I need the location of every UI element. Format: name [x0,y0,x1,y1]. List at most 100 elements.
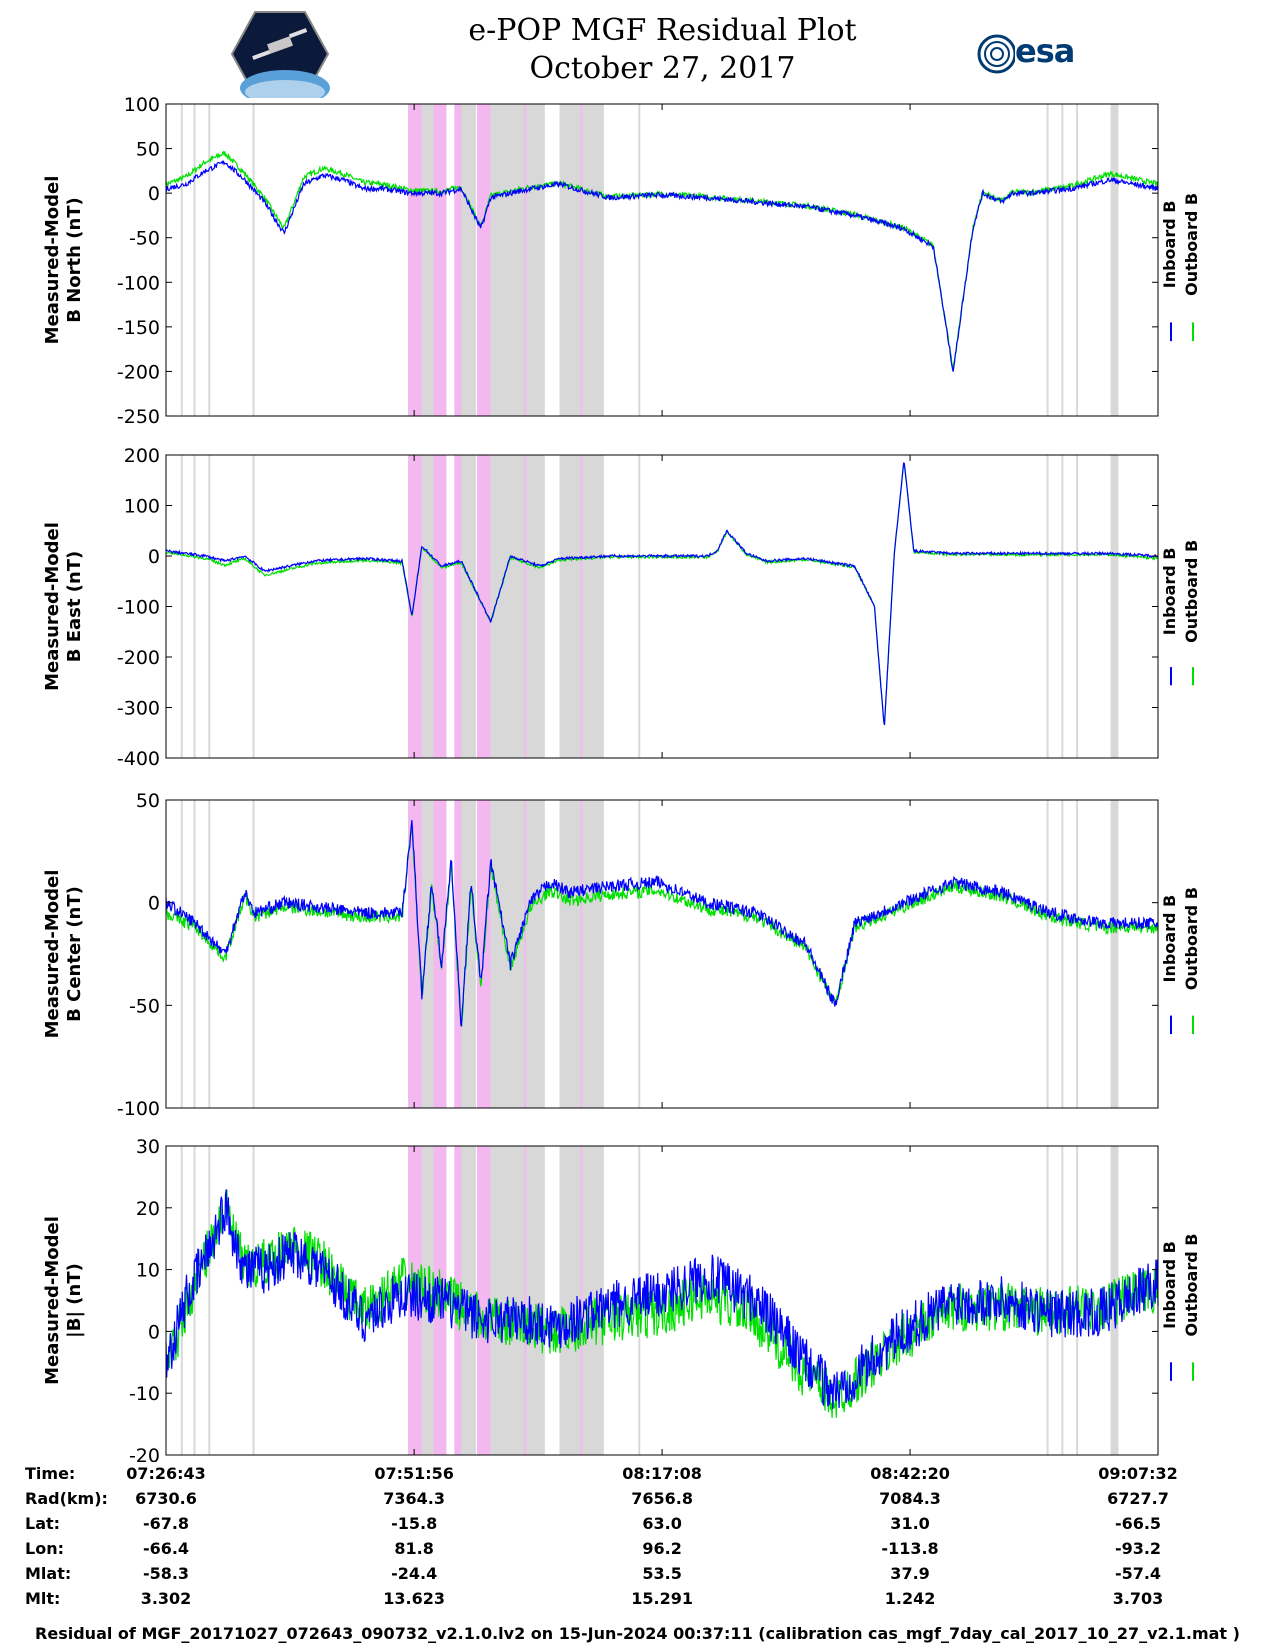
gray-band [459,104,476,416]
plot-frame [165,799,1159,1109]
gray-band [1076,800,1079,1108]
legend-inboard-label: Inboard B [1160,1241,1179,1329]
pink-band [580,1146,583,1455]
y-tick-label: 200 [124,445,160,467]
y-tick-label: -400 [117,748,160,770]
info-cell: 7656.8 [631,1489,693,1508]
chart-date: October 27, 2017 [529,51,796,86]
info-cell: -58.3 [142,1564,190,1583]
info-cell: -24.4 [391,1564,438,1583]
gray-band [252,455,255,758]
outboard-series-line [165,150,1159,372]
y-tick-label: -100 [117,1098,160,1120]
info-cell: 31.0 [890,1514,930,1533]
pink-band [433,104,447,416]
gray-band [564,1146,604,1455]
gray-band [1076,455,1079,758]
info-cell: 09:07:32 [1098,1464,1178,1483]
y-tick-label: 10 [136,1260,160,1282]
info-row-label: Lat: [25,1514,61,1533]
info-cell: 7084.3 [879,1489,941,1508]
pink-band [524,1146,527,1455]
y-axis-label: Measured-Model [42,870,63,1039]
legend-outboard-label: Outboard B [1182,1234,1201,1337]
info-cell: 7364.3 [383,1489,446,1508]
y-tick-label: 30 [136,1136,160,1158]
y-axis-label: B East (nT) [64,551,85,663]
gray-band [1076,104,1079,416]
gray-band [459,800,476,1108]
pink-band [408,455,422,758]
y-tick-label: 20 [136,1198,160,1220]
gray-band [193,104,196,416]
gray-band [1046,800,1049,1108]
panel-1: 100 50 0 -50 -100 -150 -200 -250 Measured-Model B… [42,94,1201,428]
gray-band [564,455,604,758]
info-cell: 1.242 [884,1589,936,1608]
gray-band [638,104,641,416]
info-row-label: Time: [25,1464,76,1483]
info-cell: -93.2 [1114,1539,1162,1558]
legend-inboard-label: Inboard B [1160,547,1179,635]
pink-band [524,104,527,416]
outboard-series-line [165,463,1159,725]
gray-band [1061,455,1064,758]
gray-band [252,1146,255,1455]
gray-band [564,104,604,416]
gray-band [638,455,641,758]
y-tick-label: -250 [117,406,160,428]
gray-band [208,1146,211,1455]
info-cell: -67.8 [142,1514,190,1533]
gray-band [1061,104,1064,416]
legend-outboard-label: Outboard B [1182,540,1201,643]
panel-4: 30 20 10 0 -10 -20 Measured-Model |B| (nT) Inboa… [42,1136,1201,1462]
chart-title: e-POP MGF Residual Plot [468,13,857,48]
info-row-label: Mlat: [25,1564,72,1583]
info-cell: 15.291 [631,1589,693,1608]
gray-band [638,800,641,1108]
inboard-series-line [165,462,1159,726]
pink-band [454,800,462,1108]
cassiope-mission-logo [230,11,330,98]
pink-band [408,104,422,416]
y-tick-label: -50 [129,995,160,1017]
info-row-label: Mlt: [25,1589,61,1608]
y-tick-label: 0 [148,546,160,568]
plot-frame [165,103,1159,417]
shading-bands [180,800,1119,1108]
y-tick-label: 50 [136,790,160,812]
y-tick-label: -200 [117,647,160,669]
y-tick-label: -20 [129,1445,160,1462]
gray-band [559,800,563,1108]
pink-band [580,455,583,758]
gray-band [559,455,563,758]
plot-frame [165,454,1159,759]
info-cell: 81.8 [394,1539,434,1558]
gray-band [252,104,255,416]
esa-logo: esa [975,32,1095,76]
inboard-series-line [165,1189,1159,1409]
gray-band [564,800,604,1108]
info-cell: 07:26:43 [126,1464,206,1483]
title-block: e-POP MGF Residual Plot October 27, 2017 [0,12,1275,88]
inboard-series-line [165,820,1159,1027]
gray-band [1046,104,1049,416]
pink-band [476,1146,491,1455]
y-axis-label: Measured-Model [42,522,63,691]
y-axis-label: B Center (nT) [64,886,85,1022]
pink-band [524,455,527,758]
info-cell: 53.5 [642,1564,682,1583]
gray-band [1110,800,1119,1108]
info-cell: 08:17:08 [622,1464,702,1483]
gray-band [490,800,545,1108]
esa-logo-text: esa [1015,32,1075,70]
gray-band [1061,800,1064,1108]
info-cell: 13.623 [383,1589,446,1608]
y-tick-label: -200 [117,361,160,383]
info-cell: -66.5 [1114,1514,1162,1533]
outboard-series-line [165,829,1159,1027]
legend-outboard-label: Outboard B [1182,887,1201,990]
info-cell: -15.8 [391,1514,438,1533]
gray-band [193,800,196,1108]
